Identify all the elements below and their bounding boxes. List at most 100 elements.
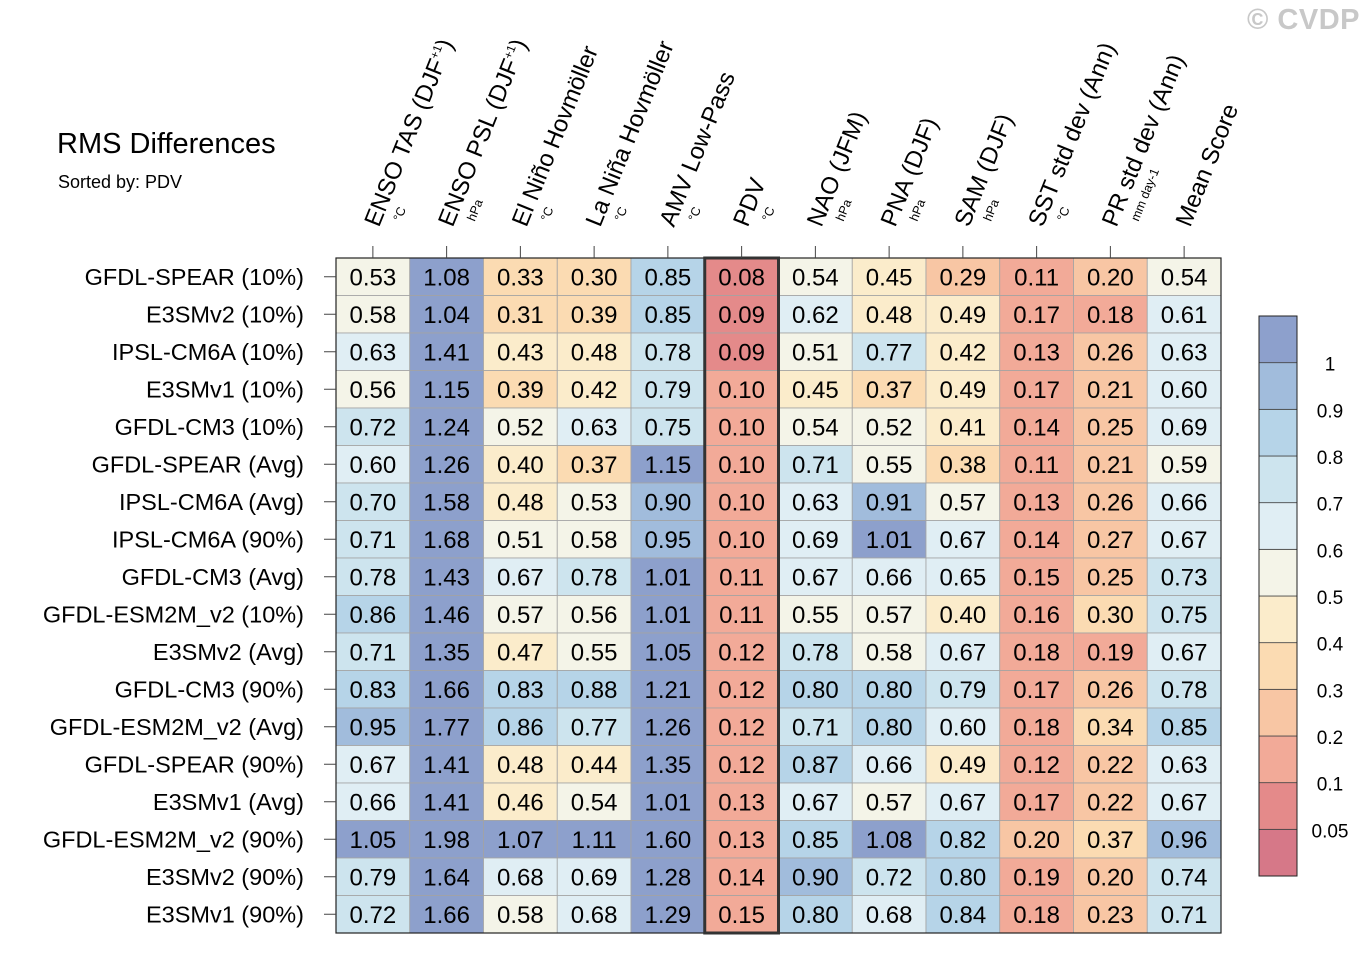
cell-e3smv2-avg-el-ni-o-hovm-ller bbox=[483, 632, 558, 671]
cell-label: 0.63 bbox=[792, 489, 839, 516]
cell-gfdl-spear-10-pna-djf bbox=[851, 257, 927, 296]
cell-gfdl-esm2m-v2-10-pdv bbox=[704, 595, 779, 634]
cell-label: 0.40 bbox=[940, 602, 987, 629]
cell-label: 1.66 bbox=[423, 902, 470, 929]
cell-e3smv1-avg-enso-tas-djf bbox=[335, 782, 411, 821]
cell-e3smv1-90-el-ni-o-hovm-ller bbox=[483, 895, 558, 934]
colorbar-swatch bbox=[1258, 642, 1298, 690]
cell-ipsl-cm6a-90-pr-std-dev-ann bbox=[1073, 520, 1148, 559]
cell-label: 0.14 bbox=[1013, 414, 1060, 441]
cell-label: 0.85 bbox=[645, 264, 692, 291]
cell-e3smv1-10-pr-std-dev-ann bbox=[1073, 370, 1148, 409]
cell-e3smv1-10-nao-jfm bbox=[778, 370, 853, 409]
cell-gfdl-spear-10-pr-std-dev-ann bbox=[1073, 257, 1148, 296]
row-label: E3SMv2 (Avg) bbox=[153, 639, 304, 665]
colorbar-swatch bbox=[1258, 502, 1298, 550]
cell-label: 0.67 bbox=[497, 564, 544, 591]
cell-e3smv1-10-enso-psl-djf bbox=[409, 370, 484, 409]
cell-e3smv2-90-la-ni-a-hovm-ller bbox=[556, 857, 632, 896]
row-label: GFDL-ESM2M_v2 (10%) bbox=[43, 601, 304, 627]
cell-gfdl-cm3-90-pr-std-dev-ann bbox=[1073, 670, 1148, 709]
column-unit: °C bbox=[1054, 205, 1072, 223]
cell-label: 0.45 bbox=[792, 377, 839, 404]
cell-label: 0.25 bbox=[1087, 564, 1134, 591]
cell-gfdl-spear-avg-la-ni-a-hovm-ller bbox=[556, 445, 632, 484]
colorbar-tick-label: 0.3 bbox=[1317, 681, 1343, 702]
cell-label: 0.69 bbox=[1161, 414, 1208, 441]
cell-gfdl-spear-90-pr-std-dev-ann bbox=[1073, 745, 1148, 784]
cell-e3smv1-10-amv-low-pass bbox=[630, 370, 706, 409]
cell-label: 0.63 bbox=[350, 339, 397, 366]
cell-label: 1.41 bbox=[423, 339, 470, 366]
cell-gfdl-cm3-avg-el-ni-o-hovm-ller bbox=[483, 557, 558, 596]
cell-ipsl-cm6a-avg-sam-djf bbox=[925, 482, 1001, 521]
cell-label: 0.75 bbox=[645, 414, 692, 441]
colorbar-border bbox=[1258, 315, 1298, 877]
cell-gfdl-esm2m-v2-avg-nao-jfm bbox=[778, 707, 853, 746]
cell-label: 0.09 bbox=[718, 339, 765, 366]
cell-gfdl-cm3-avg-pdv bbox=[704, 557, 779, 596]
cell-label: 0.10 bbox=[718, 489, 765, 516]
cell-label: 0.88 bbox=[571, 677, 618, 704]
cell-e3smv2-avg-sam-djf bbox=[925, 632, 1001, 671]
cell-e3smv1-90-enso-tas-djf bbox=[335, 895, 411, 934]
cell-label: 0.45 bbox=[866, 264, 913, 291]
cell-gfdl-esm2m-v2-10-amv-low-pass bbox=[630, 595, 706, 634]
cell-label: 0.17 bbox=[1013, 377, 1060, 404]
cell-label: 0.12 bbox=[1013, 752, 1060, 779]
cell-label: 0.79 bbox=[645, 377, 692, 404]
cell-label: 0.51 bbox=[792, 339, 839, 366]
cell-label: 0.57 bbox=[866, 602, 913, 629]
cell-e3smv1-90-pdv bbox=[704, 895, 779, 934]
cell-label: 0.52 bbox=[497, 414, 544, 441]
cell-gfdl-esm2m-v2-10-pna-djf bbox=[851, 595, 927, 634]
cell-ipsl-cm6a-90-amv-low-pass bbox=[630, 520, 706, 559]
cell-label: 0.26 bbox=[1087, 339, 1134, 366]
cell-gfdl-esm2m-v2-avg-amv-low-pass bbox=[630, 707, 706, 746]
row-label: GFDL-SPEAR (90%) bbox=[85, 751, 304, 777]
cell-e3smv1-10-sst-std-dev-ann bbox=[999, 370, 1074, 409]
cell-label: 0.54 bbox=[1161, 264, 1208, 291]
cell-e3smv1-avg-pna-djf bbox=[851, 782, 927, 821]
cell-e3smv2-avg-sst-std-dev-ann bbox=[999, 632, 1074, 671]
cell-label: 0.69 bbox=[571, 864, 618, 891]
cell-label: 0.86 bbox=[497, 714, 544, 741]
cell-label: 0.27 bbox=[1087, 527, 1134, 554]
cell-ipsl-cm6a-90-mean-score bbox=[1146, 520, 1222, 559]
cell-e3smv1-avg-sst-std-dev-ann bbox=[999, 782, 1074, 821]
cell-label: 1.01 bbox=[645, 789, 692, 816]
cell-e3smv1-90-sam-djf bbox=[925, 895, 1001, 934]
cell-label: 0.67 bbox=[1161, 789, 1208, 816]
cell-e3smv2-10-pr-std-dev-ann bbox=[1073, 295, 1148, 334]
cell-label: 1.08 bbox=[423, 264, 470, 291]
colorbar-swatch bbox=[1258, 735, 1298, 784]
cell-label: 0.44 bbox=[571, 752, 618, 779]
cell-label: 1.58 bbox=[423, 489, 470, 516]
cell-e3smv1-avg-la-ni-a-hovm-ller bbox=[556, 782, 632, 821]
cell-label: 0.85 bbox=[645, 302, 692, 329]
cell-gfdl-cm3-90-nao-jfm bbox=[778, 670, 853, 709]
cell-label: 0.22 bbox=[1087, 789, 1134, 816]
cell-gfdl-cm3-90-sam-djf bbox=[925, 670, 1001, 709]
cell-e3smv2-avg-nao-jfm bbox=[778, 632, 853, 671]
cell-label: 0.37 bbox=[866, 377, 913, 404]
cell-gfdl-spear-10-enso-psl-djf bbox=[409, 257, 484, 296]
cell-label: 0.30 bbox=[571, 264, 618, 291]
cell-gfdl-esm2m-v2-10-sst-std-dev-ann bbox=[999, 595, 1074, 634]
cell-gfdl-spear-avg-enso-tas-djf bbox=[335, 445, 411, 484]
cell-label: 0.71 bbox=[792, 452, 839, 479]
cell-gfdl-esm2m-v2-avg-enso-psl-djf bbox=[409, 707, 484, 746]
cell-gfdl-esm2m-v2-90-la-ni-a-hovm-ller bbox=[556, 820, 632, 859]
cell-label: 0.55 bbox=[866, 452, 913, 479]
cell-label: 0.48 bbox=[571, 339, 618, 366]
cell-label: 0.63 bbox=[571, 414, 618, 441]
cell-label: 0.10 bbox=[718, 452, 765, 479]
cell-gfdl-cm3-avg-pna-djf bbox=[851, 557, 927, 596]
cell-e3smv2-90-sam-djf bbox=[925, 857, 1001, 896]
cell-label: 0.91 bbox=[866, 489, 913, 516]
cell-gfdl-esm2m-v2-avg-pr-std-dev-ann bbox=[1073, 707, 1148, 746]
cell-label: 0.08 bbox=[718, 264, 765, 291]
cell-label: 0.11 bbox=[719, 564, 764, 591]
cell-label: 1.21 bbox=[645, 677, 692, 704]
cell-ipsl-cm6a-10-el-ni-o-hovm-ller bbox=[483, 332, 558, 371]
